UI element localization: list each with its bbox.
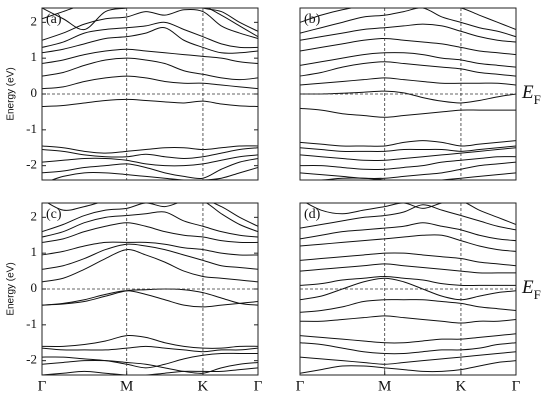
band-line	[42, 158, 258, 180]
x-tick-label: M	[120, 378, 133, 394]
fermi-label-main: E	[521, 82, 534, 103]
y-tick-label: -1	[26, 121, 37, 136]
band-line	[300, 222, 516, 242]
band-line	[42, 21, 258, 49]
band-line	[42, 243, 258, 270]
y-axis-label: Energy (eV)	[6, 262, 17, 315]
band-line	[300, 37, 516, 56]
band-line	[42, 290, 258, 308]
y-tick-label: 1	[31, 49, 38, 64]
x-tick-label: K	[456, 378, 467, 394]
band-line	[300, 315, 516, 324]
band-line	[300, 252, 516, 267]
band-line	[300, 204, 516, 231]
band-line	[42, 48, 258, 65]
band-line	[46, 203, 258, 227]
band-line	[300, 77, 516, 86]
band-line	[300, 351, 516, 365]
band-line	[300, 8, 516, 38]
y-tick-label: 2	[31, 13, 38, 28]
plot-area	[300, 203, 516, 374]
band-line	[42, 367, 258, 375]
panel: -2 -1 0 1 2 Γ M K Γ (c) Energy (eV)	[6, 202, 263, 394]
band-line	[42, 334, 258, 349]
fermi-label: EF	[521, 82, 541, 107]
x-tick-label: Γ	[512, 378, 521, 394]
band-line	[300, 234, 516, 252]
band-line	[300, 161, 516, 179]
y-tick-label: -1	[26, 316, 37, 331]
fermi-label-sub: F	[534, 92, 541, 107]
y-tick-label: 1	[31, 244, 38, 259]
band-line	[42, 211, 258, 238]
band-line	[42, 288, 258, 306]
band-line	[300, 140, 516, 147]
band-line	[42, 8, 258, 38]
band-line	[300, 277, 516, 301]
band-line	[42, 147, 258, 160]
x-tick-label: K	[198, 378, 209, 394]
band-line	[42, 8, 258, 32]
band-line	[42, 8, 258, 41]
y-tick-label: -2	[26, 352, 37, 367]
band-line	[42, 145, 258, 154]
band-line	[42, 241, 258, 256]
band-line	[300, 275, 516, 287]
band-line	[300, 147, 516, 162]
band-line	[42, 352, 258, 369]
panel: (b) EF	[299, 7, 541, 181]
band-line	[300, 333, 516, 344]
x-tick-label: Γ	[296, 378, 305, 394]
band-line	[300, 299, 516, 313]
panel: Γ M K Γ (d) EF	[296, 202, 541, 394]
band-line	[42, 203, 258, 233]
band-line	[42, 27, 258, 54]
panel-frame	[299, 7, 517, 181]
plot-area	[42, 8, 258, 180]
band-line	[42, 222, 258, 244]
band-line	[300, 156, 516, 170]
y-axis-label: Energy (eV)	[6, 67, 17, 120]
band-line	[50, 166, 258, 180]
y-tick-label: 2	[31, 208, 38, 223]
band-line	[300, 52, 516, 68]
panel-frame	[299, 202, 517, 376]
band-line	[300, 360, 516, 374]
x-tick-label: Γ	[38, 378, 47, 394]
band-line	[300, 342, 516, 355]
band-line	[300, 8, 516, 30]
band-line	[42, 345, 258, 353]
band-line	[42, 98, 258, 108]
panel: -2 -1 0 1 2 (a) Energy (eV)	[6, 7, 259, 181]
panel-label: (b)	[304, 12, 321, 27]
fermi-label-main: E	[521, 277, 534, 298]
panel-label: (d)	[304, 207, 321, 222]
band-line	[300, 90, 516, 104]
band-line	[300, 172, 516, 180]
plot-area	[42, 203, 258, 375]
band-line	[305, 203, 516, 225]
band-line	[300, 107, 516, 118]
band-line	[42, 75, 258, 90]
band-line	[42, 359, 258, 374]
x-tick-label: M	[378, 378, 391, 394]
y-tick-label: 0	[31, 280, 38, 295]
y-tick-label: 0	[31, 85, 38, 100]
fermi-label-sub: F	[534, 287, 541, 302]
band-line	[42, 154, 258, 167]
band-line	[42, 57, 258, 81]
panel-label: (c)	[46, 207, 62, 222]
x-tick-label: Γ	[254, 378, 263, 394]
band-line	[300, 23, 516, 43]
fermi-label: EF	[521, 277, 541, 302]
y-tick-label: -2	[26, 157, 37, 172]
band-line	[42, 249, 258, 283]
band-line	[300, 145, 516, 152]
band-line	[300, 263, 516, 274]
band-line	[300, 61, 516, 77]
panel-label: (a)	[46, 12, 62, 27]
plot-area	[300, 8, 516, 180]
